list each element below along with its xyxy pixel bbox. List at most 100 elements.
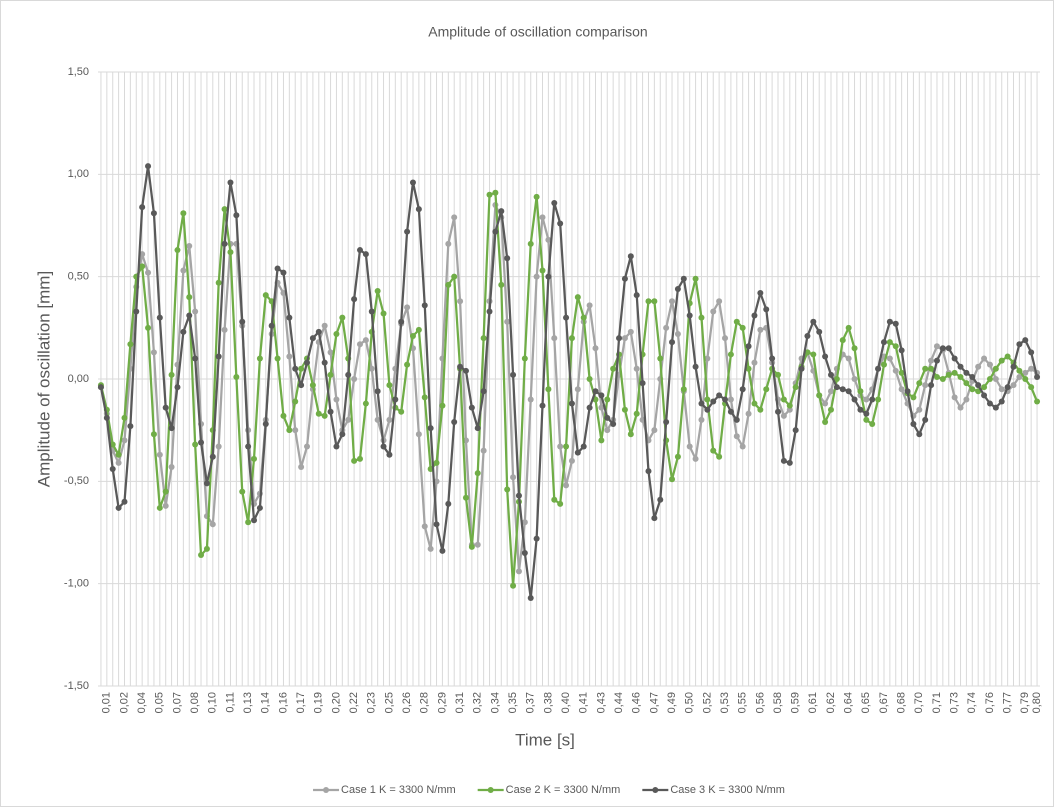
- series-marker: [833, 376, 840, 382]
- series-marker: [474, 470, 481, 477]
- series-marker: [892, 320, 899, 327]
- series-marker: [986, 361, 993, 368]
- x-tick-label: 0,67: [878, 692, 890, 713]
- series-marker: [710, 308, 717, 315]
- series-marker: [775, 408, 782, 415]
- series-marker: [945, 371, 952, 378]
- series-marker: [792, 384, 799, 391]
- series-marker: [480, 335, 487, 342]
- series-marker: [739, 443, 746, 450]
- series-marker: [521, 519, 528, 526]
- series-marker: [480, 388, 487, 395]
- series-marker: [209, 453, 216, 460]
- series-marker: [192, 355, 199, 362]
- series-marker: [356, 247, 363, 254]
- series-marker: [539, 402, 546, 409]
- series-marker: [1022, 376, 1029, 382]
- x-tick-label: 0,16: [277, 692, 289, 713]
- series-marker: [998, 386, 1005, 393]
- series-marker: [451, 273, 458, 280]
- series-marker: [992, 404, 999, 411]
- series-marker: [1016, 341, 1023, 348]
- x-tick-label: 0,56: [754, 692, 766, 713]
- series-marker: [280, 412, 287, 419]
- series-marker: [598, 392, 605, 399]
- series-marker: [215, 443, 222, 450]
- series-marker: [115, 451, 122, 458]
- series-marker: [515, 492, 522, 499]
- series-marker: [262, 292, 269, 299]
- series-marker: [886, 355, 893, 362]
- series-marker: [722, 335, 729, 342]
- x-tick-label: 0,47: [648, 692, 660, 713]
- series-marker: [822, 400, 829, 407]
- series-marker: [203, 480, 210, 487]
- series-marker: [557, 220, 564, 227]
- series-marker: [627, 253, 634, 260]
- series-marker: [910, 421, 917, 428]
- series-marker: [198, 439, 205, 446]
- series-marker: [998, 357, 1005, 364]
- series-marker: [433, 459, 440, 466]
- series-marker: [598, 437, 605, 444]
- series-marker: [692, 275, 699, 282]
- x-axis-title: Time [s]: [515, 730, 575, 749]
- series-marker: [733, 318, 740, 325]
- series-marker: [457, 298, 464, 305]
- series-marker: [827, 371, 834, 378]
- series-marker: [928, 365, 935, 372]
- series-marker: [574, 386, 581, 393]
- series-marker: [981, 384, 988, 391]
- series-marker: [1022, 337, 1029, 344]
- series-marker: [845, 388, 852, 395]
- series-marker: [174, 384, 181, 391]
- series-marker: [827, 388, 834, 395]
- series-marker: [692, 455, 699, 462]
- series-marker: [680, 386, 687, 393]
- series-marker: [568, 400, 575, 407]
- series-marker: [380, 443, 387, 450]
- series-marker: [510, 582, 517, 589]
- series-marker: [786, 402, 793, 409]
- series-marker: [180, 210, 187, 217]
- series-marker: [333, 330, 340, 337]
- series-marker: [839, 386, 846, 393]
- series-marker: [115, 504, 122, 511]
- series-marker: [150, 431, 157, 438]
- series-marker: [533, 535, 540, 542]
- series-marker: [975, 363, 982, 370]
- series-marker: [816, 328, 823, 335]
- series-marker: [610, 421, 617, 428]
- series-marker: [362, 251, 369, 258]
- series-marker: [362, 400, 369, 407]
- legend-item: Case 3 K = 3300 N/mm: [642, 784, 785, 796]
- x-tick-label: 0,59: [790, 692, 802, 713]
- x-tick-label: 0,29: [436, 692, 448, 713]
- series-marker: [510, 474, 517, 481]
- series-marker: [356, 341, 363, 348]
- series-marker: [621, 406, 628, 413]
- series-marker: [674, 330, 681, 337]
- series-marker: [574, 294, 581, 301]
- series-marker: [156, 451, 163, 458]
- series-marker: [121, 414, 128, 421]
- series-marker: [304, 443, 311, 450]
- series-marker: [663, 324, 670, 331]
- series-marker: [933, 343, 940, 350]
- series-marker: [698, 400, 705, 407]
- series-marker: [916, 406, 923, 413]
- x-tick-label: 0,76: [984, 692, 996, 713]
- series-marker: [474, 541, 481, 548]
- series-marker: [757, 290, 764, 297]
- series-marker: [745, 410, 752, 417]
- series-marker: [733, 433, 740, 440]
- x-tick-label: 0,43: [595, 692, 607, 713]
- x-tick-label: 0,73: [949, 692, 961, 713]
- x-tick-label: 0,71: [931, 692, 943, 713]
- series-marker: [333, 443, 340, 450]
- series-marker: [616, 335, 623, 342]
- series-marker: [162, 502, 169, 509]
- chart-title: Amplitude of oscillation comparison: [428, 24, 647, 40]
- series-marker: [268, 322, 275, 329]
- x-tick-label: 0,34: [489, 692, 501, 713]
